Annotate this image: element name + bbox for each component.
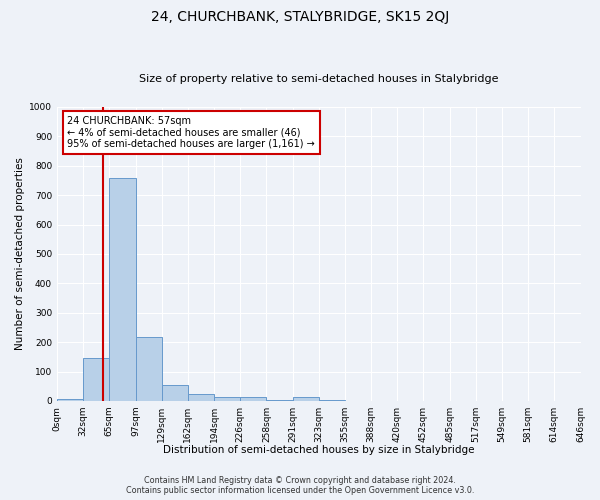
Bar (240, 398, 266, 401)
Text: 24 CHURCHBANK: 57sqm
← 4% of semi-detached houses are smaller (46)
95% of semi-d: 24 CHURCHBANK: 57sqm ← 4% of semi-detach… (67, 116, 315, 149)
Bar (136, 337, 162, 401)
X-axis label: Distribution of semi-detached houses by size in Stalybridge: Distribution of semi-detached houses by … (163, 445, 475, 455)
Bar (293, 398, 319, 401)
Bar (83, 358, 109, 401)
Text: 24, CHURCHBANK, STALYBRIDGE, SK15 2QJ: 24, CHURCHBANK, STALYBRIDGE, SK15 2QJ (151, 10, 449, 24)
Bar (266, 400, 293, 401)
Bar (57, 398, 83, 401)
Bar (162, 385, 188, 401)
Text: Contains HM Land Registry data © Crown copyright and database right 2024.
Contai: Contains HM Land Registry data © Crown c… (126, 476, 474, 495)
Bar (109, 178, 136, 401)
Bar (319, 400, 345, 401)
Bar (214, 396, 240, 401)
Bar (188, 394, 214, 401)
Title: Size of property relative to semi-detached houses in Stalybridge: Size of property relative to semi-detach… (139, 74, 499, 84)
Y-axis label: Number of semi-detached properties: Number of semi-detached properties (15, 158, 25, 350)
